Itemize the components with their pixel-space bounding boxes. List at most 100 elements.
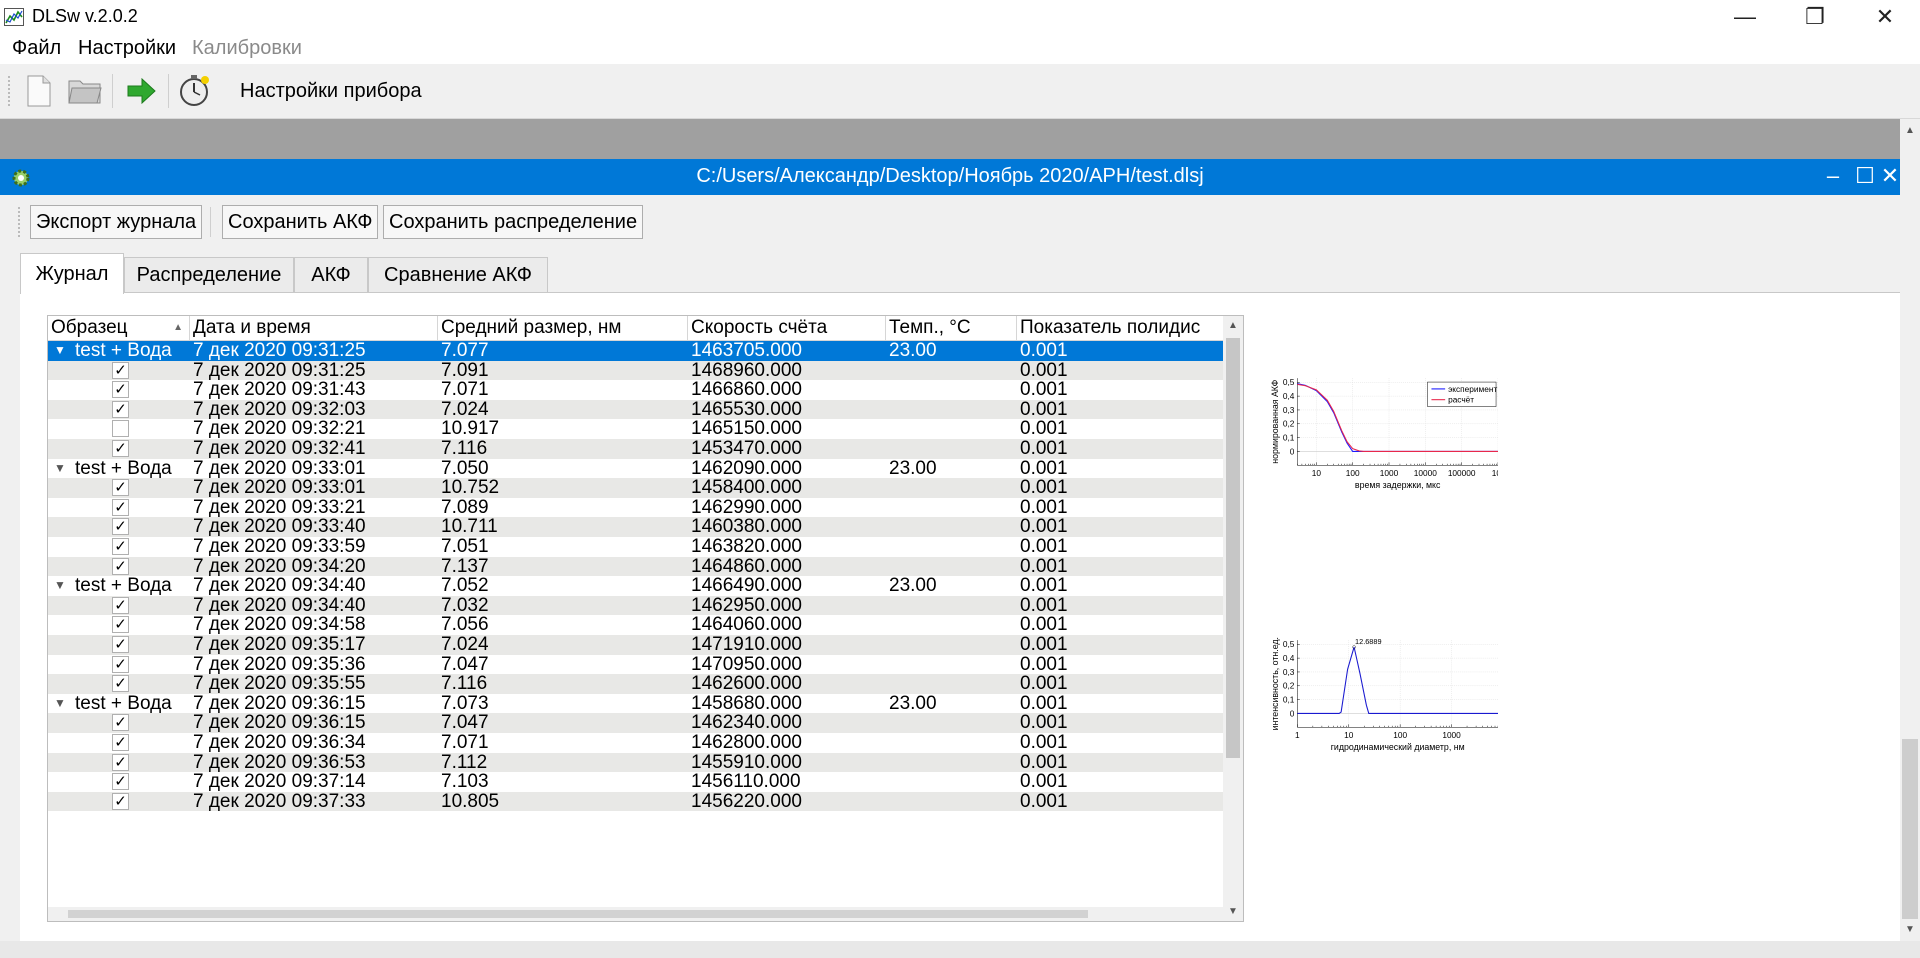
measurement-checkbox[interactable] xyxy=(112,420,129,438)
subwindow-close-button[interactable]: ✕ xyxy=(1880,163,1900,188)
scroll-up-icon[interactable]: ▲ xyxy=(1905,125,1915,136)
y-tick-label: 0 xyxy=(1290,446,1295,456)
column-header-datetime[interactable]: Дата и время xyxy=(190,316,438,340)
restore-button[interactable]: ❐ xyxy=(1805,4,1825,29)
device-settings-label[interactable]: Настройки прибора xyxy=(240,80,422,102)
table-row[interactable]: ✓ 7 дек 2020 09:37:14 7.103 1456110.000 0.00… xyxy=(48,772,1223,792)
column-header-temperature[interactable]: Темп., °C xyxy=(886,316,1017,340)
table-row[interactable]: ✓ 7 дек 2020 09:35:55 7.116 1462600.000 0.00… xyxy=(48,674,1223,694)
expand-arrow-icon[interactable]: ▼ xyxy=(54,578,66,593)
column-header-sample[interactable]: Образец ▲ xyxy=(48,316,190,340)
cell-pdi: 0.001 xyxy=(1020,673,1068,695)
table-row[interactable]: ✓ 7 дек 2020 09:34:20 7.137 1464860.000 0.00… xyxy=(48,556,1223,577)
cell-pdi: 0.001 xyxy=(1020,340,1068,361)
save-distribution-button[interactable]: Сохранить распределение xyxy=(383,205,644,239)
measurement-checkbox[interactable]: ✓ xyxy=(112,479,129,497)
cell-size: 7.071 xyxy=(441,732,489,753)
scroll-thumb[interactable] xyxy=(1902,739,1918,919)
column-header-pdi[interactable]: Показатель полидис xyxy=(1020,317,1201,338)
table-row[interactable]: ✓ 7 дек 2020 09:32:41 7.116 1453470.000 0.00… xyxy=(48,439,1223,459)
table-row[interactable]: 7 дек 2020 09:32:21 10.917 1465150.000 0.00… xyxy=(48,419,1223,439)
table-horizontal-scrollbar[interactable] xyxy=(48,907,1223,921)
menu-bar: Файл Настройки Калибровки xyxy=(0,34,1920,64)
table-row[interactable]: ✓ 7 дек 2020 09:37:33 10.805 1456220.000 0.0… xyxy=(48,792,1223,812)
new-file-button[interactable] xyxy=(20,72,58,110)
cell-size: 7.024 xyxy=(441,398,489,420)
measurement-checkbox[interactable]: ✓ xyxy=(112,734,129,751)
table-vertical-scrollbar[interactable]: ▲ ▼ xyxy=(1223,316,1243,921)
measurement-checkbox[interactable]: ✓ xyxy=(112,616,129,634)
timer-button[interactable] xyxy=(176,72,214,110)
table-row[interactable]: ✓ 7 дек 2020 09:32:03 7.024 1465530.000 0.00… xyxy=(48,400,1223,420)
measurement-checkbox[interactable]: ✓ xyxy=(112,440,129,457)
expand-arrow-icon[interactable]: ▼ xyxy=(54,460,66,475)
cell-temp: 23.00 xyxy=(889,457,937,479)
measurement-checkbox[interactable]: ✓ xyxy=(112,636,129,653)
table-row[interactable]: ✓ 7 дек 2020 09:33:21 7.089 1462990.000 0.00… xyxy=(48,498,1223,518)
measurement-checkbox[interactable]: ✓ xyxy=(112,557,129,575)
cell-pdi: 0.001 xyxy=(1020,653,1068,675)
measurement-checkbox[interactable]: ✓ xyxy=(112,361,129,379)
tab-acf-compare[interactable]: Сравнение АКФ xyxy=(368,257,548,293)
open-file-button[interactable] xyxy=(66,72,104,110)
scroll-thumb[interactable] xyxy=(1226,338,1240,758)
measurement-checkbox[interactable]: ✓ xyxy=(112,381,129,399)
subwindow-minimize-button[interactable]: – xyxy=(1826,163,1840,188)
table-row[interactable]: ✓ 7 дек 2020 09:31:43 7.071 1466860.000 0.00… xyxy=(48,380,1223,400)
measurement-checkbox[interactable]: ✓ xyxy=(112,400,129,418)
table-row[interactable]: ✓ 7 дек 2020 09:34:58 7.056 1464060.000 0.00… xyxy=(48,615,1223,635)
cell-rate: 1458400.000 xyxy=(691,477,802,499)
cell-size: 10.752 xyxy=(441,477,500,499)
table-group-row[interactable]: ▼ test + Вода 7 дек 2020 09:36:15 7.073 1458… xyxy=(48,694,1223,714)
measurement-checkbox[interactable]: ✓ xyxy=(112,498,129,516)
tab-acf[interactable]: АКФ xyxy=(294,257,368,293)
measurement-checkbox[interactable]: ✓ xyxy=(112,675,129,693)
table-group-row[interactable]: ▼ test + Вода 7 дек 2020 09:31:25 7.077 1463… xyxy=(48,341,1223,361)
measurement-checkbox[interactable]: ✓ xyxy=(112,792,129,810)
cell-temp: 23.00 xyxy=(889,575,937,597)
minimize-button[interactable]: — xyxy=(1734,4,1756,29)
table-group-row[interactable]: ▼ test + Вода 7 дек 2020 09:33:01 7.050 1462… xyxy=(48,457,1223,479)
measurement-checkbox[interactable]: ✓ xyxy=(112,538,129,555)
cell-date: 7 дек 2020 09:36:15 xyxy=(193,712,366,734)
measurement-checkbox[interactable]: ✓ xyxy=(112,596,129,614)
expand-arrow-icon[interactable]: ▼ xyxy=(54,695,66,710)
measurement-checkbox[interactable]: ✓ xyxy=(112,655,129,673)
table-row[interactable]: ✓ 7 дек 2020 09:35:17 7.024 1471910.000 0.00… xyxy=(48,635,1223,655)
table-row[interactable]: ✓ 7 дек 2020 09:31:25 7.091 1468960.000 0.00… xyxy=(48,360,1223,381)
run-button[interactable] xyxy=(122,72,160,110)
scroll-down-icon[interactable]: ▼ xyxy=(1228,906,1238,917)
scroll-down-icon[interactable]: ▼ xyxy=(1905,924,1915,935)
scroll-thumb[interactable] xyxy=(68,910,1088,918)
table-row[interactable]: ✓ 7 дек 2020 09:33:40 10.711 1460380.000 0.0… xyxy=(48,517,1223,537)
menu-settings[interactable]: Настройки xyxy=(78,37,177,59)
table-row[interactable]: ✓ 7 дек 2020 09:34:40 7.032 1462950.000 0.00… xyxy=(48,596,1223,616)
menu-file[interactable]: Файл xyxy=(12,37,62,59)
table-group-row[interactable]: ▼ test + Вода 7 дек 2020 09:34:40 7.052 1466… xyxy=(48,576,1223,596)
table-row[interactable]: ✓ 7 дек 2020 09:36:53 7.112 1455910.000 0.00… xyxy=(48,752,1223,773)
expand-arrow-icon[interactable]: ▼ xyxy=(54,343,66,357)
table-row[interactable]: ✓ 7 дек 2020 09:36:34 7.071 1462800.000 0.00… xyxy=(48,733,1223,753)
measurement-checkbox[interactable]: ✓ xyxy=(112,773,129,791)
tab-distribution[interactable]: Распределение xyxy=(124,257,294,293)
tab-journal[interactable]: Журнал xyxy=(20,253,124,294)
journal-table[interactable]: Образец ▲ Дата и время Средний размер, нм… xyxy=(47,315,1244,922)
measurement-checkbox[interactable]: ✓ xyxy=(112,753,129,771)
table-header: Образец ▲ Дата и время Средний размер, нм… xyxy=(48,316,1223,341)
export-journal-button[interactable]: Экспорт журнала xyxy=(30,205,203,239)
table-row[interactable]: ✓ 7 дек 2020 09:33:59 7.051 1463820.000 0.00… xyxy=(48,537,1223,557)
table-row[interactable]: ✓ 7 дек 2020 09:35:36 7.047 1470950.000 0.00… xyxy=(48,653,1223,675)
table-row[interactable]: ✓ 7 дек 2020 09:33:01 10.752 1458400.000 0.0… xyxy=(48,478,1223,498)
scroll-up-icon[interactable]: ▲ xyxy=(1228,320,1238,331)
measurement-checkbox[interactable]: ✓ xyxy=(112,518,129,536)
column-header-mean-size[interactable]: Средний размер, нм xyxy=(438,316,688,340)
column-header-count-rate[interactable]: Скорость счёта xyxy=(688,316,886,340)
table-row[interactable]: ✓ 7 дек 2020 09:36:15 7.047 1462340.000 0.00… xyxy=(48,713,1223,733)
mdi-area xyxy=(0,119,1900,159)
save-acf-button[interactable]: Сохранить АКФ xyxy=(222,205,379,239)
mdi-vertical-scrollbar[interactable]: ▲ ▼ xyxy=(1900,119,1920,941)
close-button[interactable]: ✕ xyxy=(1875,4,1895,29)
subwindow-maximize-button[interactable]: ☐ xyxy=(1855,163,1875,188)
measurement-checkbox[interactable]: ✓ xyxy=(112,714,129,732)
cell-date: 7 дек 2020 09:32:21 xyxy=(193,418,366,440)
